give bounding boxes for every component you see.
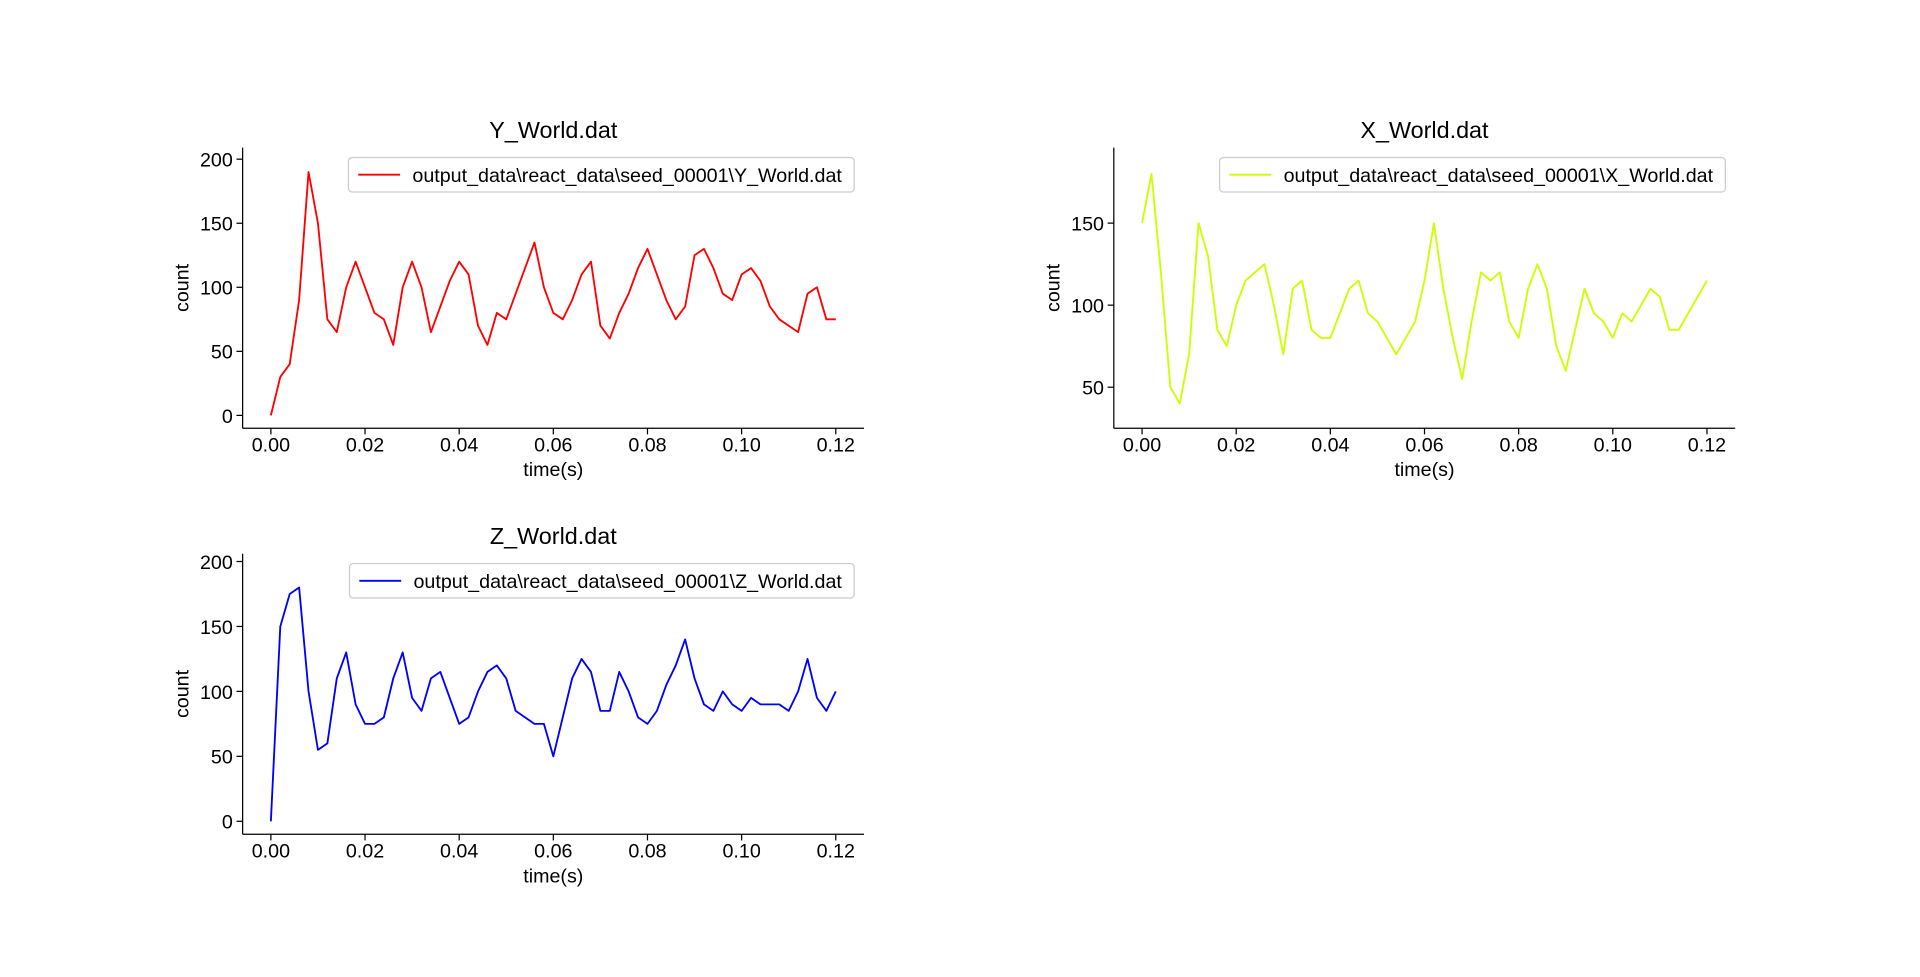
chart-title: X_World.dat — [1360, 117, 1489, 143]
legend: output_data\react_data\seed_00001\Y_Worl… — [347, 156, 855, 193]
chart-title: Z_World.dat — [490, 523, 617, 549]
y-tick-label: 50 — [1082, 378, 1104, 400]
x-tick-label: 0.04 — [440, 841, 478, 863]
x-axis-label: time(s) — [523, 865, 583, 887]
x-tick-label: 0.04 — [1311, 435, 1349, 457]
legend-label: output_data\react_data\seed_00001\X_Worl… — [1284, 165, 1714, 187]
legend-box — [1218, 156, 1726, 193]
chart: Z_World.dat 0.00 0.02 0.04 0.06 0.08 0.10 0.12 0… — [171, 523, 865, 887]
x-tick-label: 0.12 — [1688, 435, 1726, 457]
y-axis-label: count — [1043, 263, 1065, 312]
y-tick-label: 150 — [1071, 214, 1104, 236]
chart: X_World.dat 0.00 0.02 0.04 0.06 0.08 0.10 0.12 5… — [1043, 117, 1736, 481]
y-tick-label: 0 — [222, 812, 233, 834]
legend-label: output_data\react_data\seed_00001\Y_Worl… — [412, 165, 842, 187]
data-line — [1141, 172, 1708, 405]
y-axis-label: count — [171, 669, 193, 718]
y-tick-label: 150 — [200, 214, 233, 236]
x-tick-label: 0.00 — [1123, 435, 1161, 457]
y-tick-label: 150 — [200, 617, 233, 639]
x-tick-label: 0.00 — [252, 841, 290, 863]
y-tick-label: 200 — [200, 150, 233, 172]
y-tick-label: 50 — [211, 747, 233, 769]
x-axis-label: time(s) — [1394, 459, 1454, 481]
x-tick-label: 0.08 — [1500, 435, 1538, 457]
data-line — [269, 586, 837, 822]
chart-title: Y_World.dat — [489, 117, 618, 143]
y-tick-label: 100 — [1071, 296, 1104, 318]
legend-label: output_data\react_data\seed_00001\Z_Worl… — [413, 571, 842, 593]
x-tick-label: 0.00 — [252, 435, 290, 457]
y-tick-label: 0 — [222, 406, 233, 428]
x-tick-label: 0.10 — [1594, 435, 1632, 457]
x-tick-label: 0.02 — [346, 841, 384, 863]
x-tick-label: 0.04 — [440, 435, 478, 457]
x-tick-label: 0.10 — [722, 435, 760, 457]
x-tick-label: 0.10 — [722, 841, 760, 863]
x-tick-label: 0.08 — [628, 841, 666, 863]
x-tick-label: 0.12 — [817, 435, 855, 457]
x-tick-label: 0.02 — [1217, 435, 1255, 457]
x-axis-label: time(s) — [523, 459, 583, 481]
y-tick-label: 100 — [200, 278, 233, 300]
x-tick-label: 0.08 — [628, 435, 666, 457]
y-tick-label: 50 — [211, 342, 233, 364]
y-tick-label: 100 — [200, 682, 233, 704]
x-tick-label: 0.06 — [534, 435, 572, 457]
y-tick-label: 200 — [200, 552, 233, 574]
data-line — [269, 171, 836, 416]
legend-box — [347, 156, 855, 193]
chart: Y_World.dat 0.00 0.02 0.04 0.06 0.08 0.10 0.12 0… — [171, 117, 865, 481]
x-tick-label: 0.12 — [817, 841, 855, 863]
y-axis-label: count — [171, 263, 193, 312]
legend-box — [348, 562, 855, 599]
x-tick-label: 0.06 — [1405, 435, 1443, 457]
legend: output_data\react_data\seed_00001\Z_Worl… — [348, 562, 855, 599]
x-tick-label: 0.06 — [534, 841, 572, 863]
x-tick-label: 0.02 — [346, 435, 384, 457]
legend: output_data\react_data\seed_00001\X_Worl… — [1218, 156, 1726, 193]
